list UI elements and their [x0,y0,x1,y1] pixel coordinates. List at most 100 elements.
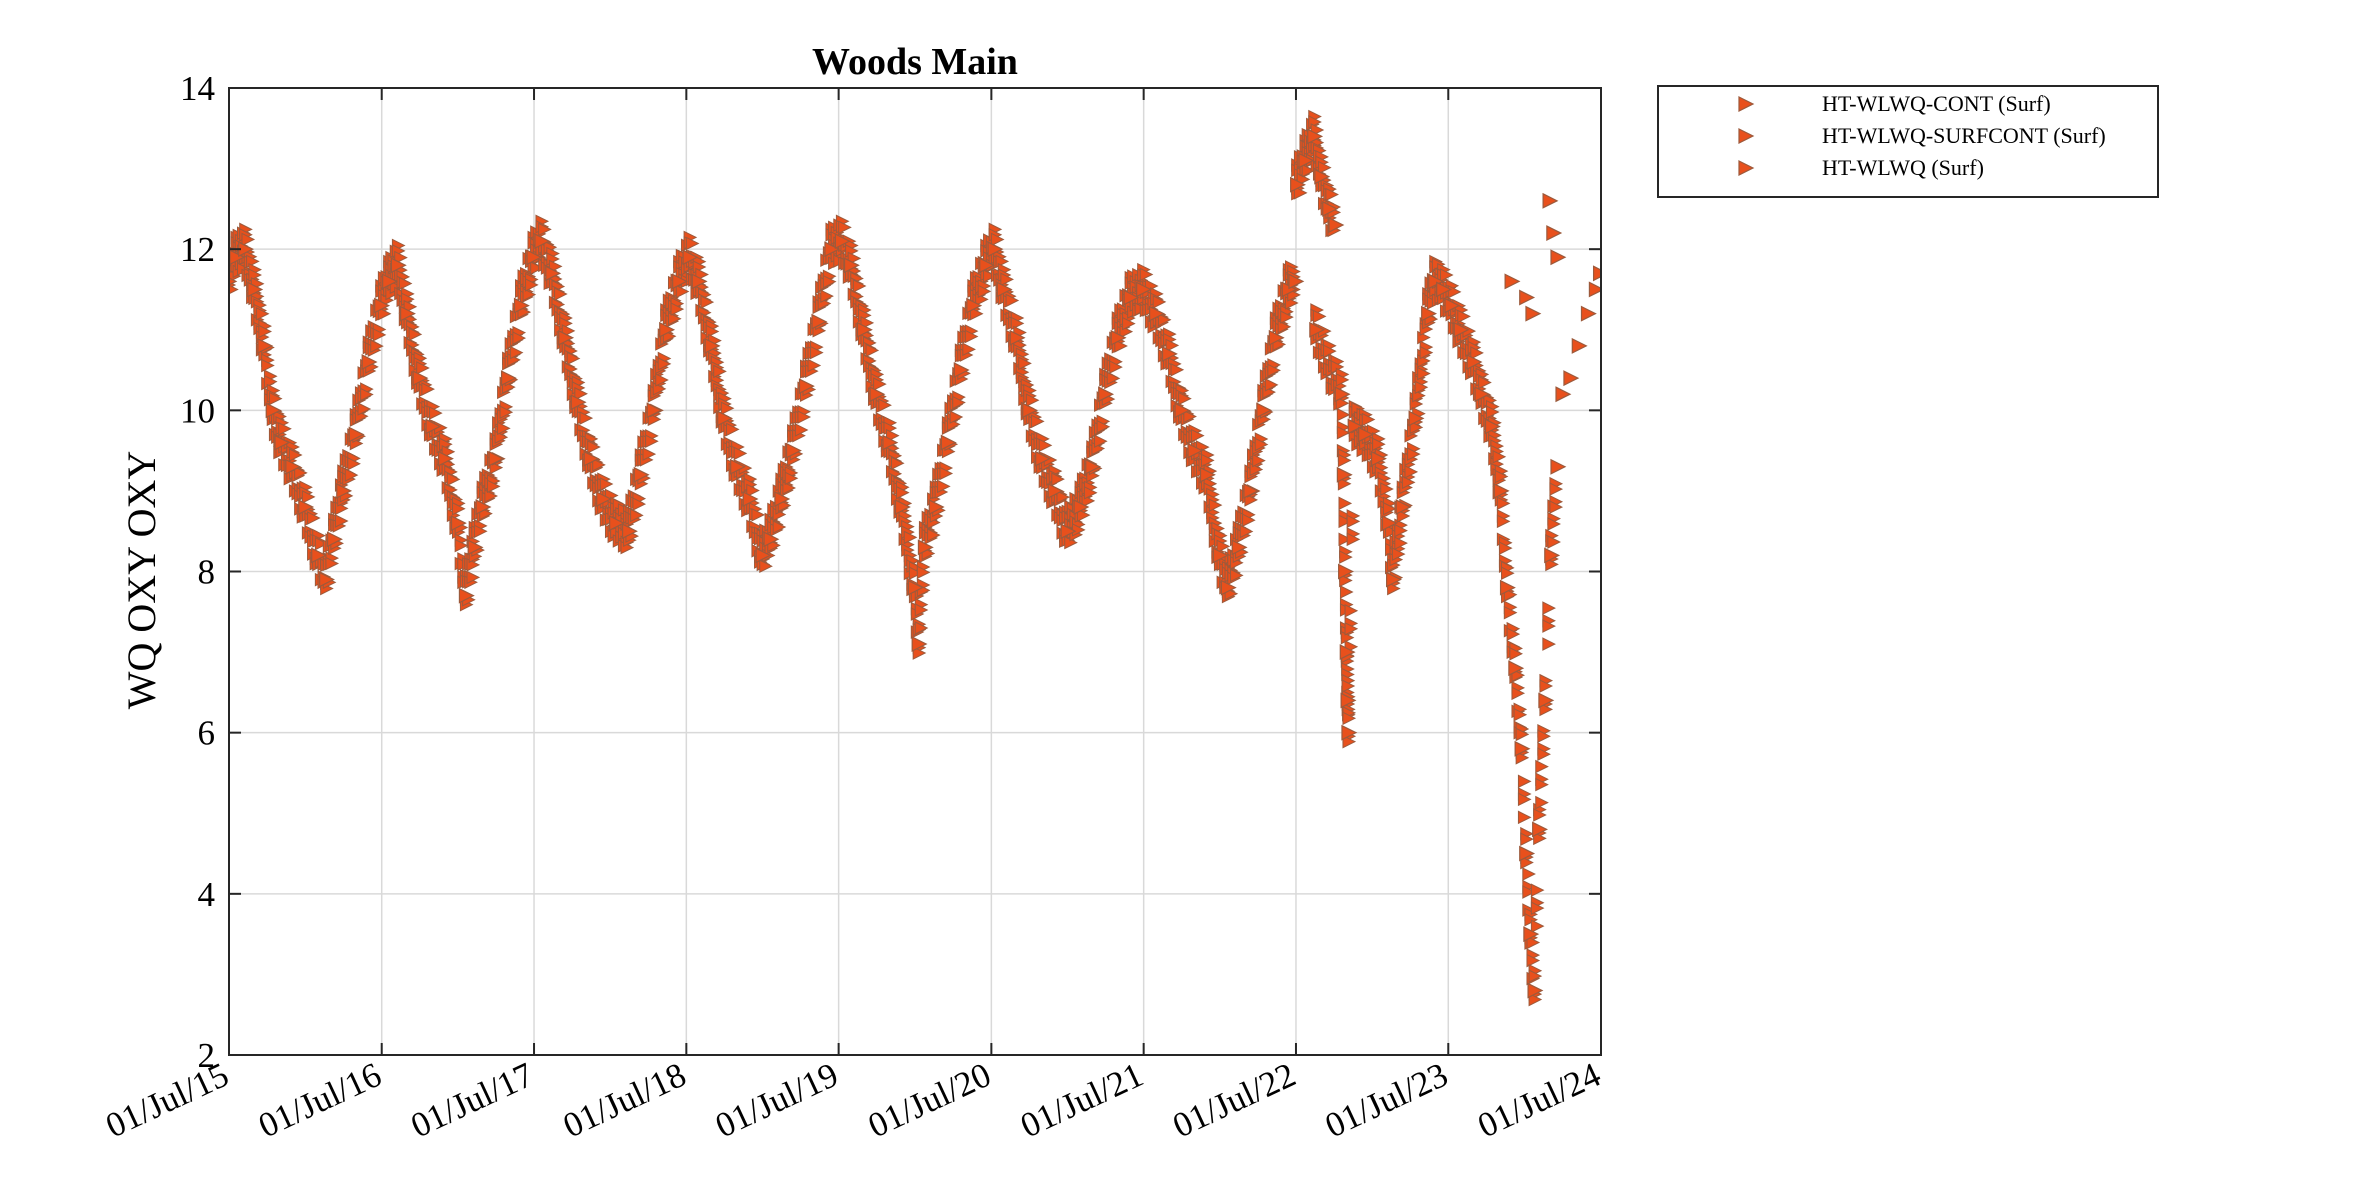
scatter-point [258,324,273,339]
scatter-point [1000,272,1015,287]
scatter-point [873,377,887,391]
scatter-point [347,456,361,471]
scatter-point [1312,309,1327,324]
scatter-point [500,370,517,387]
scatter-point [554,287,568,301]
scatter-point [865,343,880,358]
scatter-point [908,566,923,581]
scatter-point [1096,419,1111,434]
scatter-point [1580,305,1597,322]
scatter-point [1520,855,1534,870]
x-tick-label: 01/Jul/22 [1167,1055,1302,1145]
scatter-point [717,410,734,427]
scatter-point [914,621,929,635]
x-tick-label: 01/Jul/17 [405,1055,540,1145]
scatter-point [458,587,475,604]
scatter-point [1256,402,1273,419]
scatter-point [810,345,824,360]
scatter-point [996,281,1013,298]
scatter-point [751,508,766,522]
scatter-point [632,497,647,511]
scatter-point [1496,496,1511,511]
scatter-point [1408,410,1425,427]
scatter-point [1341,679,1356,693]
scatter-point [1539,702,1554,717]
scatter-point [675,284,690,299]
legend-marker [1738,96,1755,112]
scatter-point [949,410,964,424]
scatter-point [1337,476,1352,491]
scatter-point [512,331,527,345]
scatter-point [1484,418,1501,435]
scatter-point [268,391,283,406]
scatter-point [1394,523,1408,538]
scatter-point [657,357,672,371]
scatter-point [878,398,892,413]
scatter-point [1038,438,1053,453]
scatter-point [1522,867,1536,881]
scatter-point [1264,378,1279,392]
scatter-point [336,482,353,499]
scatter-point [1309,321,1326,338]
scatter-point [1339,644,1356,661]
x-tick-label: 01/Jul/16 [253,1055,388,1145]
scatter-point [1530,919,1545,933]
scatter-point [782,481,797,495]
scatter-point [1547,535,1561,549]
scatter-point [811,313,828,330]
scatter-point [1528,969,1543,983]
scatter-point [1522,885,1536,899]
scatter-point [1545,557,1559,572]
scatter-point [1528,992,1543,1007]
scatter-point [467,539,484,556]
scatter-point [927,528,941,542]
scatter-point [599,477,614,491]
scatter-point [1341,724,1358,741]
scatter-point [1414,380,1429,395]
scatter-point [1494,469,1509,484]
scatter-point [1474,386,1491,403]
scatter-point [587,440,601,454]
scatter-point [398,276,413,291]
scatter-point [1307,128,1324,145]
scatter-point [566,351,581,366]
y-tick-label: 6 [198,714,216,753]
scatter-point [241,232,256,247]
scatter-point [646,402,663,419]
scatter-point [969,306,984,321]
scatter-point [1387,581,1401,596]
scatter-point [1161,345,1178,362]
x-tick-label: 01/Jul/23 [1319,1055,1454,1145]
scatter-point [1381,515,1398,532]
scatter-point [1328,217,1345,233]
scatter-point [890,456,905,471]
scatter-point [843,257,860,274]
scatter-point [1506,627,1521,641]
scatter-point [446,472,461,487]
scatter-point [1338,563,1354,580]
scatter-point [344,468,359,482]
scatter-point [452,501,466,516]
scatter-point [1216,539,1231,554]
scatter-point [700,295,715,309]
scatter-point [856,321,873,338]
scatter-point [1047,482,1064,499]
scatter-point [1396,509,1411,523]
scatter-point [794,423,809,437]
scatter-point [937,479,951,494]
scatter-point [1122,316,1136,331]
scatter-point [1493,482,1510,499]
scatter-point [1325,187,1339,202]
scatter-point [733,446,748,461]
scatter-point [1439,268,1454,282]
scatter-point [1496,514,1511,529]
scatter-point [1035,450,1052,467]
scatter-point [1293,186,1308,200]
scatter-point [1242,513,1256,528]
scatter-point [372,328,387,342]
scatter-point [798,378,815,395]
scatter-point [1519,289,1536,306]
scatter-point [399,305,416,322]
scatter-point [1361,412,1376,427]
scatter-point [525,278,539,292]
